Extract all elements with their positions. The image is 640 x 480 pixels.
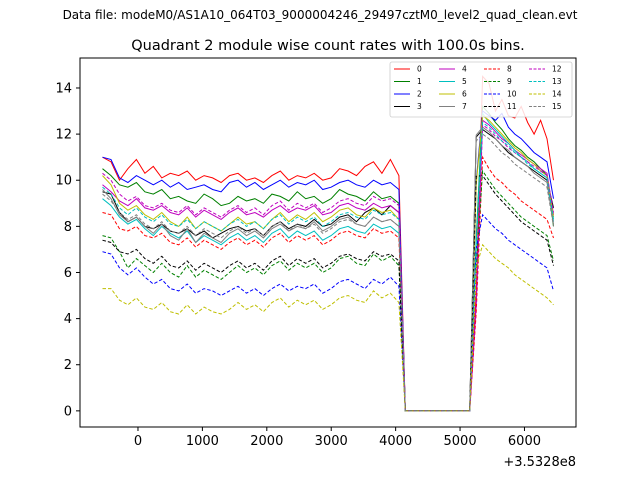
- series-line-10: [102, 213, 554, 412]
- x-tick-label: 5000: [444, 434, 477, 449]
- series-line-14: [102, 243, 554, 412]
- legend-label-14: 14: [552, 90, 562, 99]
- legend-label-10: 10: [507, 90, 517, 99]
- x-tick-label: 3000: [315, 434, 348, 449]
- legend-box: [389, 61, 573, 118]
- axes-frame: [79, 57, 577, 428]
- series-line-8: [102, 155, 554, 412]
- legend-label-8: 8: [507, 65, 512, 74]
- y-tick-label: 10: [55, 174, 72, 189]
- series-line-12: [102, 123, 554, 412]
- legend-label-15: 15: [552, 102, 562, 111]
- plot-area: [102, 75, 554, 412]
- series-line-0: [102, 75, 554, 412]
- x-tick-label: 2000: [250, 434, 283, 449]
- legend-label-5: 5: [462, 77, 467, 86]
- x-tick-label: 6000: [508, 434, 541, 449]
- legend-label-6: 6: [462, 90, 467, 99]
- series-line-4: [102, 119, 554, 412]
- series-line-1: [102, 105, 554, 412]
- legend-label-7: 7: [462, 102, 467, 111]
- legend-label-9: 9: [507, 77, 512, 86]
- series-line-6: [102, 114, 554, 412]
- legend-label-12: 12: [552, 65, 562, 74]
- series-line-2: [102, 110, 554, 412]
- series-line-7: [102, 126, 554, 412]
- series-line-15: [102, 133, 554, 412]
- series-line-9: [102, 169, 554, 412]
- legend-label-13: 13: [552, 77, 562, 86]
- legend-label-1: 1: [417, 77, 422, 86]
- series-line-11: [102, 175, 554, 412]
- x-tick-label: 1000: [186, 434, 219, 449]
- legend-label-11: 11: [507, 102, 517, 111]
- y-tick-label: 8: [64, 220, 72, 235]
- x-offset-label: +3.5328e8: [503, 455, 576, 470]
- legend-label-0: 0: [417, 65, 422, 74]
- y-tick-label: 12: [55, 128, 72, 143]
- y-tick-label: 4: [64, 312, 72, 327]
- y-tick-label: 6: [64, 266, 72, 281]
- suptitle: Data file: modeM0/AS1A10_064T03_90000042…: [63, 8, 578, 22]
- legend-label-2: 2: [417, 90, 422, 99]
- y-tick-label: 0: [64, 404, 72, 419]
- legend-label-4: 4: [462, 65, 467, 74]
- y-tick-label: 2: [64, 358, 72, 373]
- x-tick-label: 4000: [379, 434, 412, 449]
- chart-title: Quadrant 2 module wise count rates with …: [131, 38, 525, 54]
- x-tick-label: 0: [134, 434, 142, 449]
- series-line-5: [102, 111, 554, 412]
- axis-ticks: 0 1000 2000 3000 4000 5000 6000 0 2 4 6 8 10 12 14: [55, 81, 541, 449]
- series-line-3: [102, 128, 554, 412]
- y-tick-label: 14: [55, 81, 72, 96]
- legend-label-3: 3: [417, 102, 422, 111]
- series-line-13: [102, 121, 554, 412]
